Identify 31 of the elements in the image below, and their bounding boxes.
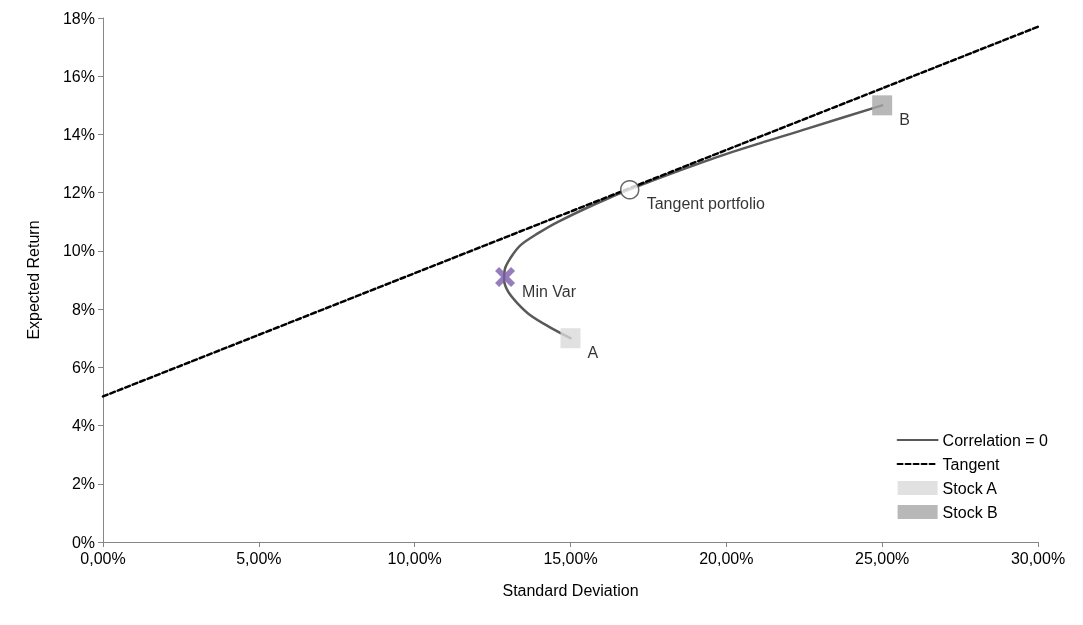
y-tick-label: 16% bbox=[62, 67, 95, 85]
y-tick-label: 6% bbox=[71, 358, 95, 376]
x-tick-label: 5,00% bbox=[236, 549, 282, 567]
point bbox=[619, 180, 640, 200]
point bbox=[495, 267, 516, 288]
y-tick-label: 2% bbox=[71, 475, 95, 493]
x-axis-title: Standard Deviation bbox=[502, 581, 639, 599]
x-tick-label: 10,00% bbox=[387, 549, 442, 567]
annotation: Tangent portfolio bbox=[646, 195, 766, 213]
annotation: Min Var bbox=[522, 282, 577, 300]
y-tick-label: 12% bbox=[62, 184, 95, 202]
legend-label: Tangent bbox=[942, 455, 1001, 473]
y-tick-label: 0% bbox=[71, 533, 95, 551]
annotation: A bbox=[587, 343, 599, 361]
x-tick-label: 25,00% bbox=[855, 549, 910, 567]
y-tick-label: 10% bbox=[62, 242, 95, 260]
y-tick-label: 4% bbox=[71, 417, 95, 435]
legend-label: Correlation = 0 bbox=[942, 431, 1049, 449]
legend-label: Stock A bbox=[942, 479, 998, 497]
annotation: B bbox=[899, 110, 910, 128]
y-axis-title: Expected Return bbox=[24, 220, 42, 340]
legend-label: Stock B bbox=[942, 503, 998, 521]
x-tick-label: 30,00% bbox=[1010, 549, 1066, 567]
point bbox=[872, 95, 893, 116]
y-tick-label: 14% bbox=[62, 125, 95, 143]
point bbox=[560, 328, 581, 349]
x-tick-label: 20,00% bbox=[699, 549, 754, 567]
y-tick-label: 8% bbox=[71, 300, 95, 318]
x-tick-label: 15,00% bbox=[543, 549, 598, 567]
x-tick-label: 0,00% bbox=[80, 549, 126, 567]
y-tick-label: 18% bbox=[62, 9, 95, 27]
